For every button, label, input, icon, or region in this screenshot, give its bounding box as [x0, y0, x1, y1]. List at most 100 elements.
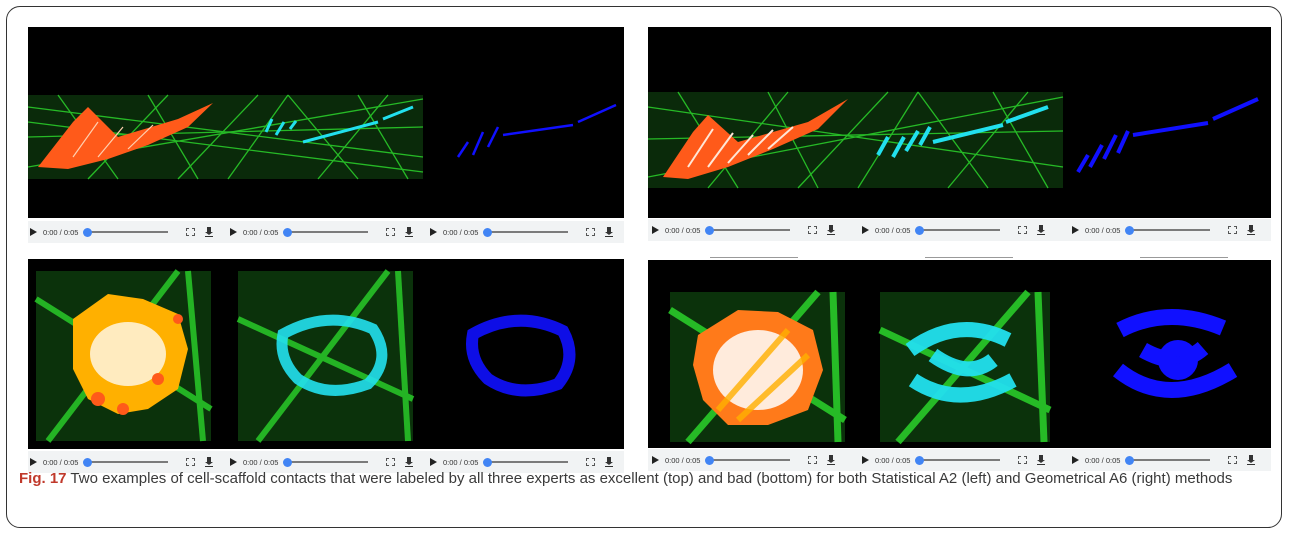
download-icon[interactable] — [1246, 225, 1256, 235]
seek-bar[interactable] — [915, 225, 1001, 235]
seek-thumb[interactable] — [705, 455, 715, 465]
video-top-left — [28, 27, 624, 218]
player-9: 0:00 / 0:05 — [430, 451, 614, 473]
fullscreen-icon[interactable] — [1228, 456, 1238, 464]
play-icon[interactable] — [430, 228, 437, 236]
figure-frame — [6, 6, 1282, 528]
fullscreen-icon[interactable] — [586, 228, 596, 236]
player-6: 0:00 / 0:05 — [1072, 219, 1256, 241]
time-display: 0:00 / 0:05 — [875, 225, 911, 235]
seek-thumb[interactable] — [915, 455, 925, 465]
download-icon[interactable] — [404, 227, 414, 237]
play-icon[interactable] — [230, 228, 237, 236]
download-icon[interactable] — [404, 457, 414, 467]
seek-bar[interactable] — [915, 455, 1001, 465]
seek-bar[interactable] — [283, 227, 369, 237]
video-controls-top-left: 0:00 / 0:05 0:00 / 0:05 0:00 / 0:05 — [28, 221, 624, 243]
video-frame-top-right — [648, 91, 1259, 189]
video-frame-bottom-left — [34, 269, 576, 443]
seek-bar[interactable] — [1125, 225, 1211, 235]
play-icon[interactable] — [430, 458, 437, 466]
seek-thumb[interactable] — [483, 227, 493, 237]
play-icon[interactable] — [862, 226, 869, 234]
fullscreen-icon[interactable] — [1018, 456, 1028, 464]
separator-line — [925, 257, 1013, 258]
download-icon[interactable] — [1036, 455, 1046, 465]
download-icon[interactable] — [826, 455, 836, 465]
time-display: 0:00 / 0:05 — [443, 457, 479, 467]
player-7: 0:00 / 0:05 — [30, 451, 214, 473]
video-controls-bottom-right: 0:00 / 0:05 0:00 / 0:05 0:00 / 0:05 — [648, 449, 1271, 471]
separator-line — [1140, 257, 1228, 258]
video-frame-top-left — [28, 94, 617, 180]
figure-label: Fig. 17 — [19, 470, 67, 487]
play-icon[interactable] — [862, 456, 869, 464]
seek-thumb[interactable] — [283, 227, 293, 237]
player-2: 0:00 / 0:05 — [230, 221, 414, 243]
seek-thumb[interactable] — [1125, 225, 1135, 235]
time-display: 0:00 / 0:05 — [43, 227, 79, 237]
play-icon[interactable] — [652, 456, 659, 464]
seek-thumb[interactable] — [1125, 455, 1135, 465]
caption-text: Two examples of cell-scaffold contacts t… — [70, 470, 1233, 487]
time-display: 0:00 / 0:05 — [243, 457, 279, 467]
time-display: 0:00 / 0:05 — [443, 227, 479, 237]
play-icon[interactable] — [1072, 226, 1079, 234]
fullscreen-icon[interactable] — [1228, 226, 1238, 234]
play-icon[interactable] — [30, 458, 37, 466]
download-icon[interactable] — [1246, 455, 1256, 465]
seek-bar[interactable] — [283, 457, 369, 467]
video-bottom-right — [648, 260, 1271, 448]
download-icon[interactable] — [826, 225, 836, 235]
seek-bar[interactable] — [483, 227, 569, 237]
video-top-right — [648, 27, 1271, 218]
play-icon[interactable] — [652, 226, 659, 234]
seek-thumb[interactable] — [483, 457, 493, 467]
player-12: 0:00 / 0:05 — [1072, 449, 1256, 471]
fullscreen-icon[interactable] — [808, 226, 818, 234]
seek-bar[interactable] — [83, 227, 169, 237]
figure-caption: Fig. 17 Two examples of cell-scaffold co… — [19, 468, 1274, 489]
play-icon[interactable] — [230, 458, 237, 466]
video-frame-bottom-right — [668, 289, 1238, 445]
time-display: 0:00 / 0:05 — [665, 225, 701, 235]
fullscreen-icon[interactable] — [186, 228, 196, 236]
download-icon[interactable] — [1036, 225, 1046, 235]
seek-bar[interactable] — [1125, 455, 1211, 465]
fullscreen-icon[interactable] — [386, 458, 396, 466]
play-icon[interactable] — [30, 228, 37, 236]
seek-bar[interactable] — [705, 455, 791, 465]
fullscreen-icon[interactable] — [586, 458, 596, 466]
player-11: 0:00 / 0:05 — [862, 449, 1046, 471]
fullscreen-icon[interactable] — [386, 228, 396, 236]
player-8: 0:00 / 0:05 — [230, 451, 414, 473]
time-display: 0:00 / 0:05 — [243, 227, 279, 237]
download-icon[interactable] — [604, 457, 614, 467]
time-display: 0:00 / 0:05 — [1085, 455, 1121, 465]
seek-thumb[interactable] — [705, 225, 715, 235]
seek-thumb[interactable] — [283, 457, 293, 467]
seek-thumb[interactable] — [915, 225, 925, 235]
video-controls-bottom-left: 0:00 / 0:05 0:00 / 0:05 0:00 / 0:05 — [28, 451, 624, 473]
download-icon[interactable] — [204, 227, 214, 237]
video-controls-top-right: 0:00 / 0:05 0:00 / 0:05 0:00 / 0:05 — [648, 219, 1271, 241]
seek-thumb[interactable] — [83, 227, 93, 237]
player-3: 0:00 / 0:05 — [430, 221, 614, 243]
seek-bar[interactable] — [483, 457, 569, 467]
fullscreen-icon[interactable] — [186, 458, 196, 466]
seek-thumb[interactable] — [83, 457, 93, 467]
seek-bar[interactable] — [83, 457, 169, 467]
download-icon[interactable] — [604, 227, 614, 237]
download-icon[interactable] — [204, 457, 214, 467]
separator-line — [710, 257, 798, 258]
player-1: 0:00 / 0:05 — [30, 221, 214, 243]
seek-bar[interactable] — [705, 225, 791, 235]
player-10: 0:00 / 0:05 — [652, 449, 836, 471]
time-display: 0:00 / 0:05 — [875, 455, 911, 465]
play-icon[interactable] — [1072, 456, 1079, 464]
fullscreen-icon[interactable] — [808, 456, 818, 464]
video-bottom-left — [28, 259, 624, 449]
time-display: 0:00 / 0:05 — [1085, 225, 1121, 235]
time-display: 0:00 / 0:05 — [43, 457, 79, 467]
fullscreen-icon[interactable] — [1018, 226, 1028, 234]
